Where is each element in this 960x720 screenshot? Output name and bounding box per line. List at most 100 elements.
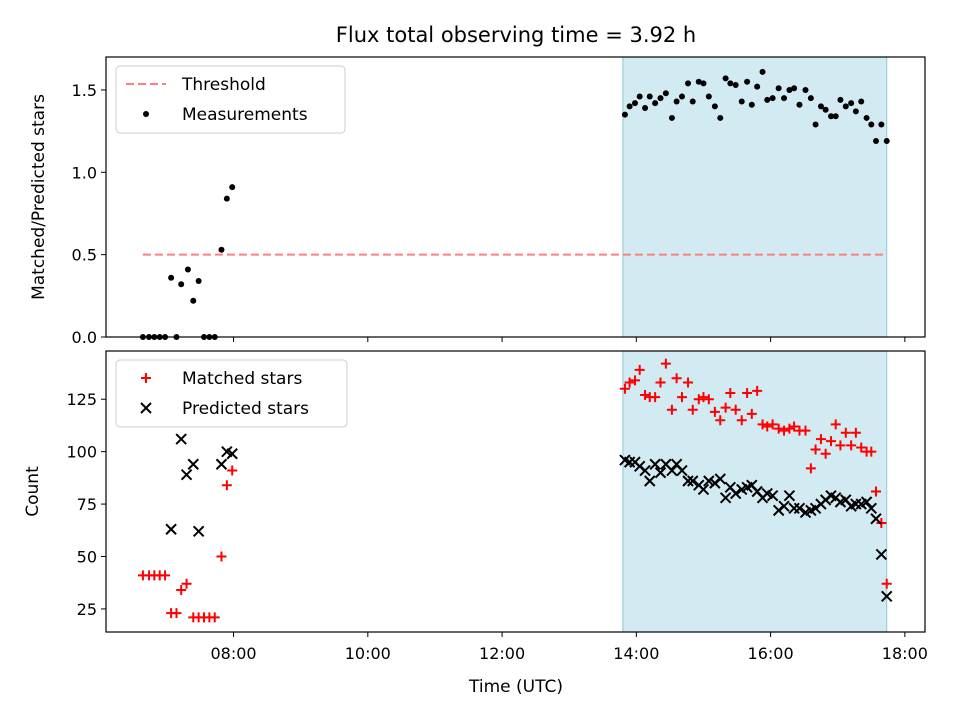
matched-star-point (830, 419, 841, 430)
legend-label: Matched stars (182, 369, 302, 389)
matched-star-point (650, 392, 661, 403)
y-axis-label: Count (23, 466, 43, 517)
measurement-point (631, 100, 638, 107)
measurement-point (786, 86, 793, 93)
matched-star-point (820, 448, 831, 459)
predicted-star-point (644, 475, 656, 487)
measurement-point (705, 93, 712, 100)
matched-star-point (762, 421, 773, 432)
predicted-star-point (175, 433, 187, 445)
x-tick-label: 16:00 (748, 644, 794, 663)
measurement-point (791, 85, 798, 92)
matched-star-point (640, 390, 651, 401)
predicted-star-point (783, 489, 796, 502)
measurement-point (832, 113, 839, 120)
measurement-point (621, 111, 628, 118)
legend-measurement-swatch (143, 111, 149, 117)
measurement-point (689, 98, 696, 105)
measurement-point (759, 68, 766, 75)
measurement-point (722, 75, 729, 82)
measurement-point (184, 266, 191, 273)
measurement-point (837, 96, 844, 103)
y-tick-label: 1.0 (72, 163, 97, 182)
measurement-point (858, 98, 865, 105)
measurement-point (868, 121, 875, 128)
predicted-star-point (180, 469, 193, 481)
predicted-star-point (766, 489, 779, 502)
measurement-point (807, 95, 814, 102)
matched-star-point (846, 440, 857, 451)
matched-star-point (683, 377, 694, 388)
measurement-point (190, 297, 197, 304)
measurement-point (626, 103, 633, 110)
measurement-point (223, 195, 230, 202)
matched-star-point (800, 425, 811, 436)
y-tick-label: 1.5 (72, 81, 97, 100)
matched-star-point (767, 419, 778, 430)
matched-star-point (655, 377, 666, 388)
matched-star-point (698, 392, 709, 403)
matched-star-point (720, 402, 731, 413)
matched-star-point (216, 551, 227, 562)
matched-star-point (227, 465, 238, 476)
matched-star-point (736, 415, 747, 426)
y-axis-label: Matched/Predicted stars (29, 94, 49, 300)
legend-box (115, 359, 348, 428)
predicted-star-point (215, 458, 228, 470)
y-tick-label: 100 (66, 443, 97, 462)
matched-star-point (752, 385, 763, 396)
predicted-star-point (165, 523, 177, 535)
predicted-star-point (719, 492, 732, 504)
matched-star-point (746, 408, 757, 419)
matched-star-point (835, 440, 846, 451)
measurement-point (229, 184, 236, 191)
matched-star-point (634, 364, 645, 375)
matched-star-point (693, 394, 704, 405)
legend-matched-swatch (141, 373, 151, 383)
legend-label: Threshold (181, 75, 266, 95)
predicted-star-point (682, 475, 694, 487)
x-tick-label: 18:00 (882, 644, 928, 663)
matched-star-point (866, 446, 877, 457)
matched-star-point (709, 406, 720, 417)
measurement-point (168, 274, 175, 281)
matched-star-point (703, 394, 714, 405)
matched-star-point (666, 404, 677, 415)
predicted-star-point (666, 464, 678, 477)
top-panel: 0.0 0.5 1.0 1.5 Matched/Predicted stars Thres… (29, 56, 926, 347)
predicted-star-point (192, 525, 205, 538)
y-tick-label: 0.5 (72, 246, 97, 265)
measurement-point (636, 93, 643, 100)
legend-label: Predicted stars (182, 399, 309, 419)
y-tick-label: 0.0 (72, 328, 97, 347)
matched-star-point (815, 434, 826, 445)
bottom-panel: 25 50 75 100 125 08:00 10:00 12:00 14:00 16:00 18:… (23, 350, 928, 663)
predicted-star-point (703, 475, 715, 487)
predicted-star-point (860, 496, 873, 508)
x-tick-label: 10:00 (345, 644, 391, 663)
measurement-point (218, 246, 225, 253)
measurement-point (852, 108, 859, 115)
measurement-point (842, 103, 849, 110)
matched-star-point (870, 486, 881, 497)
matched-star-point (171, 608, 182, 619)
measurement-point (673, 98, 680, 105)
observing-span (622, 350, 888, 633)
matched-star-point (221, 480, 232, 491)
measurement-point (695, 78, 702, 85)
chart-title: Flux total observing time = 3.92 h (336, 23, 696, 47)
predicted-star-point (654, 466, 667, 479)
measurement-point (700, 80, 707, 87)
y-tick-label: 50 (77, 548, 97, 567)
measurement-point (652, 100, 659, 107)
matched-star-point (676, 392, 687, 403)
predicted-star-point (793, 502, 806, 514)
matched-star-point (624, 377, 635, 388)
measurement-point (711, 103, 718, 110)
predicted-star-point (697, 483, 710, 496)
matched-star-point (209, 612, 220, 623)
measurement-point (744, 78, 751, 85)
measurement-point (642, 105, 649, 112)
predicted-star-point (676, 464, 688, 477)
measurement-point (738, 98, 745, 105)
